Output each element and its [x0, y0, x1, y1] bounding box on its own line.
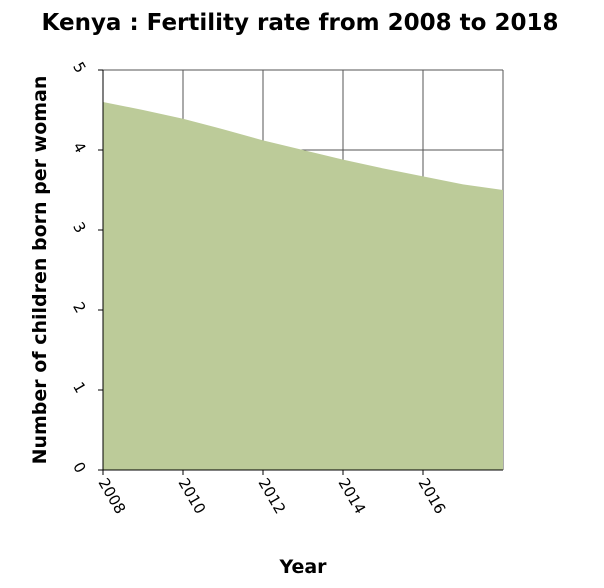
- y-tick-label: 1: [69, 379, 89, 396]
- chart-title: Kenya : Fertility rate from 2008 to 2018: [42, 10, 559, 36]
- y-tick-label: 5: [69, 59, 89, 76]
- y-axis-ticks: 0 1 2 3 4 5: [69, 59, 103, 476]
- y-tick-label: 2: [69, 299, 89, 316]
- x-axis-ticks: 2008 2010 2012 2014 2016: [95, 470, 450, 517]
- x-tick-label: 2008: [95, 475, 130, 517]
- y-axis-label: Number of children born per woman: [29, 76, 51, 465]
- x-tick-label: 2012: [255, 475, 290, 517]
- x-tick-label: 2016: [415, 475, 450, 517]
- area-layer: [103, 102, 503, 470]
- x-tick-label: 2010: [175, 475, 210, 517]
- x-tick-label: 2014: [335, 475, 370, 517]
- y-tick-label: 4: [69, 139, 89, 156]
- y-tick-label: 0: [69, 459, 89, 476]
- area-series-0: [103, 102, 503, 470]
- y-tick-label: 3: [69, 219, 89, 236]
- axes: [102, 70, 503, 471]
- x-axis-label: Year: [278, 556, 327, 578]
